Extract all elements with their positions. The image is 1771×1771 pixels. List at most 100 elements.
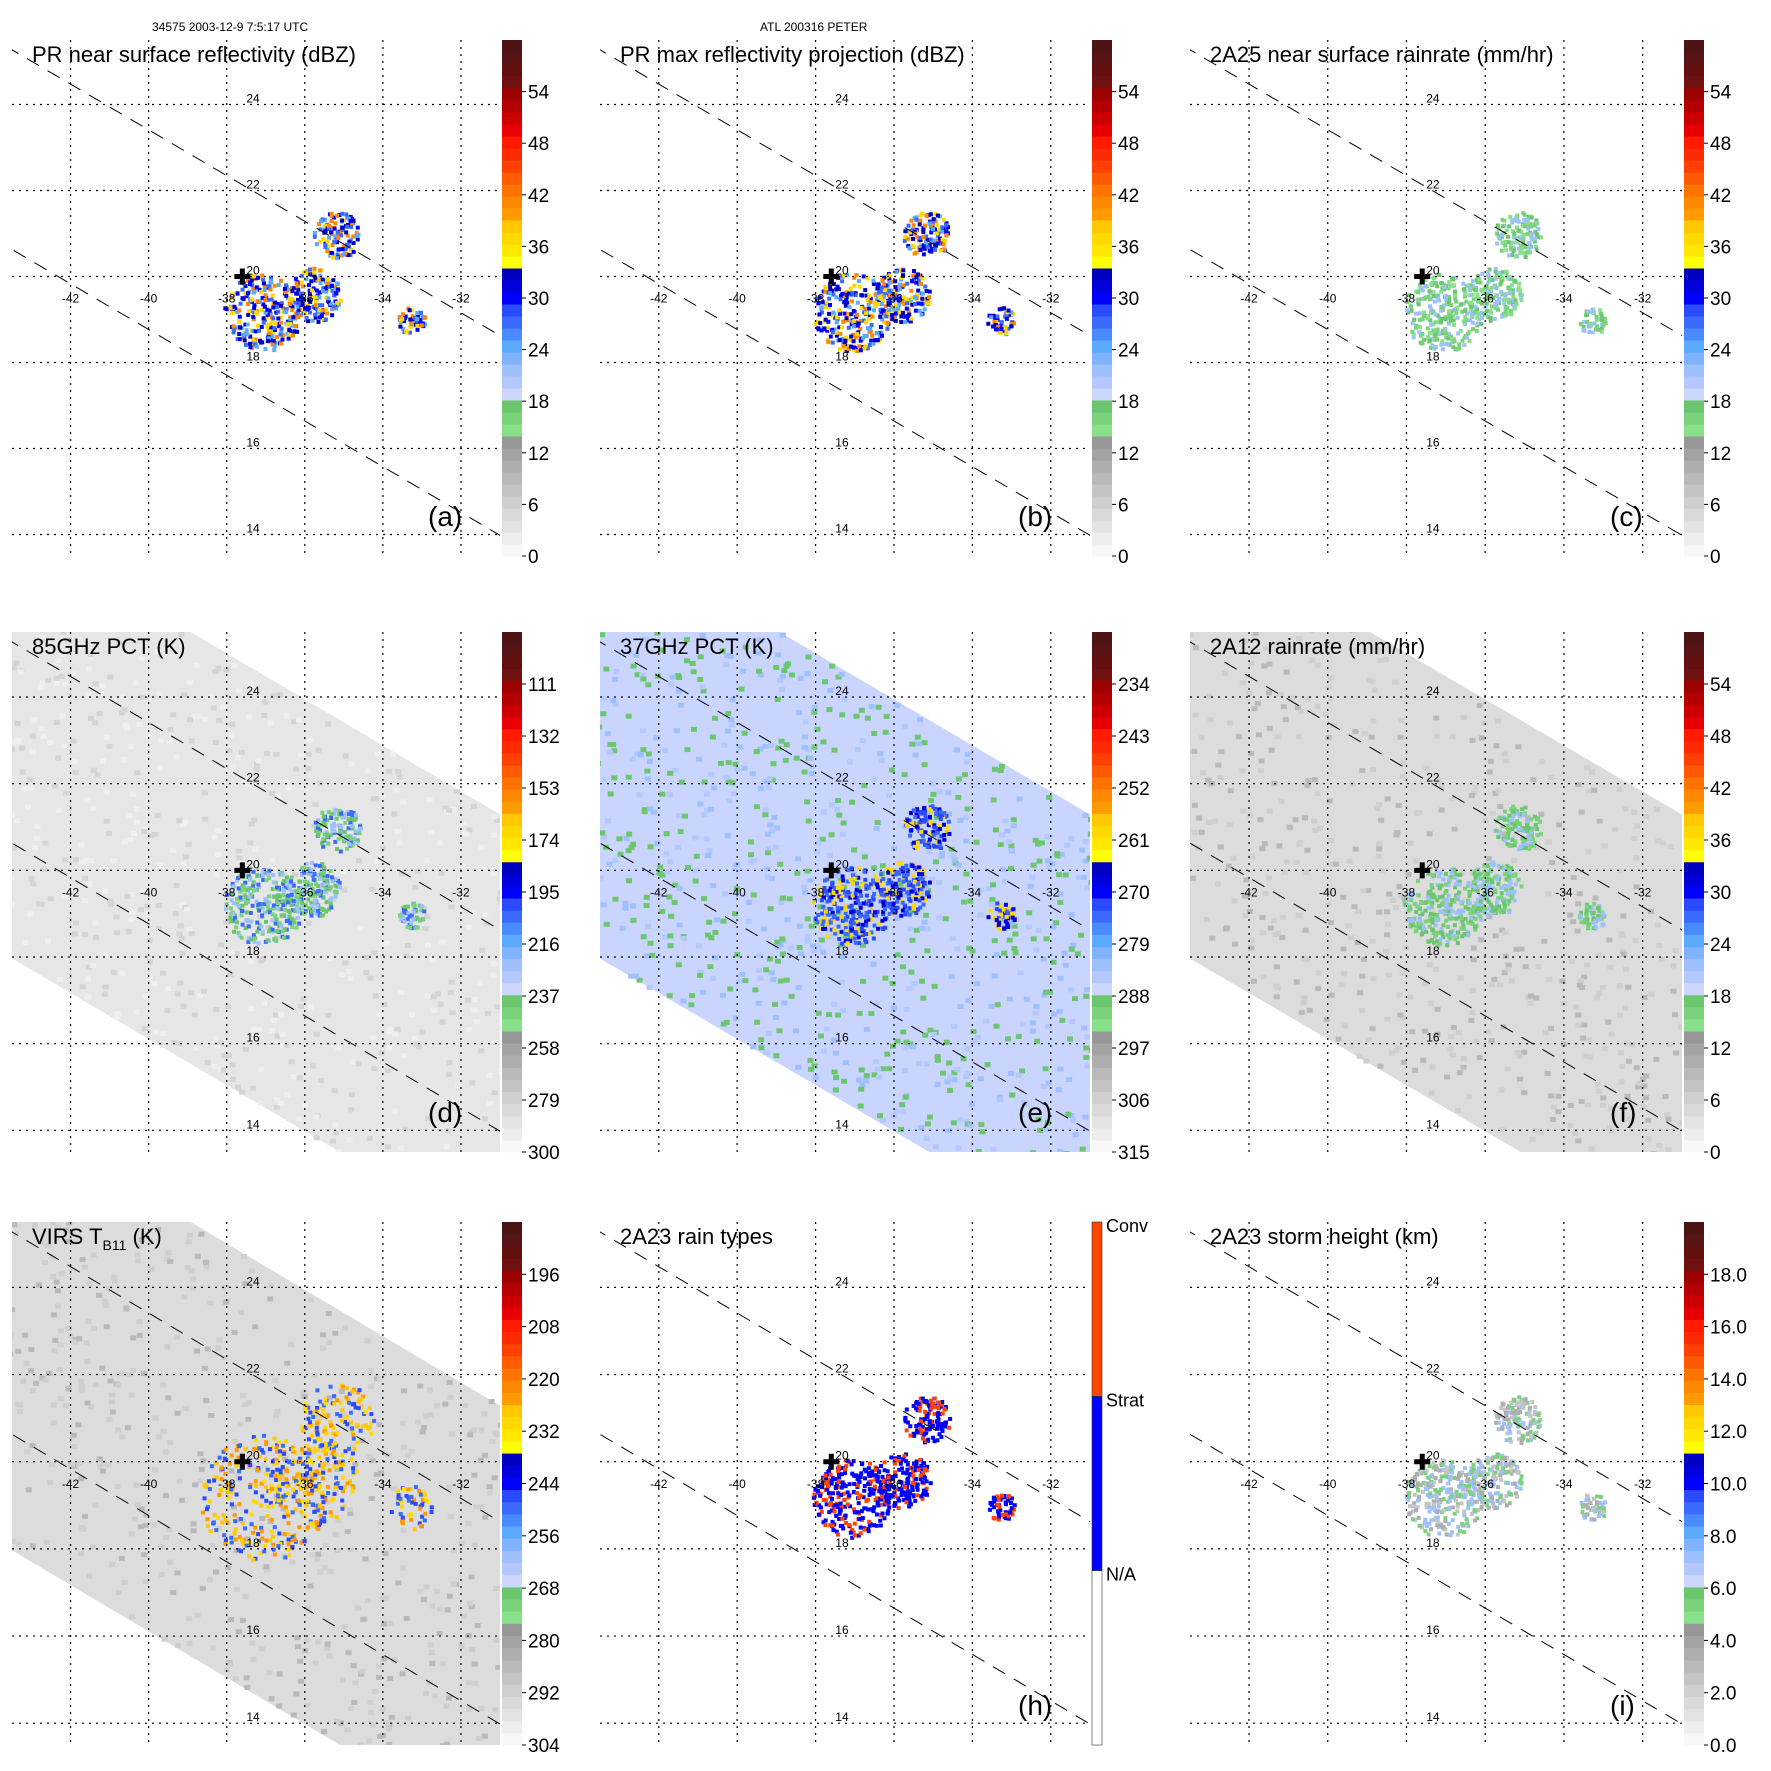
data-cell [1477, 296, 1482, 301]
data-cell [882, 288, 887, 293]
data-cell [1451, 318, 1456, 323]
data-cell [237, 332, 242, 337]
colorbar-segment [1092, 172, 1112, 185]
data-cell [776, 1028, 783, 1034]
data-cell [675, 620, 681, 625]
data-cell [1518, 250, 1523, 255]
data-cell [688, 602, 694, 607]
data-cell [1083, 987, 1090, 993]
data-cell [793, 755, 800, 761]
data-cell [1533, 223, 1538, 228]
data-cell [339, 972, 346, 978]
data-cell [274, 304, 279, 309]
data-cell [714, 917, 721, 923]
data-cell [450, 658, 456, 663]
data-cell [92, 920, 99, 926]
data-cell [418, 310, 423, 315]
data-cell [399, 917, 404, 922]
data-cell [897, 310, 902, 315]
data-cell [1472, 287, 1477, 292]
data-cell [338, 849, 343, 854]
data-cell [651, 575, 657, 580]
colorbar-segment [502, 801, 522, 814]
data-cell [1534, 218, 1539, 223]
colorbar-segment [502, 40, 522, 53]
data-cell [1201, 1199, 1207, 1204]
colorbar-tick-label: 18 [1710, 392, 1731, 413]
data-cell [387, 1026, 394, 1032]
data-cell [1448, 315, 1453, 320]
data-cell [573, 1183, 579, 1188]
data-cell [1188, 998, 1194, 1003]
data-cell [335, 884, 340, 889]
data-cell [400, 911, 405, 916]
data-cell [1453, 275, 1458, 280]
data-cell [296, 297, 301, 302]
data-cell [1030, 862, 1037, 868]
data-cell [252, 306, 257, 311]
data-cell [930, 219, 935, 224]
data-cell [909, 741, 916, 747]
data-cell [284, 294, 289, 299]
data-cell [590, 527, 596, 532]
data-cell [1480, 271, 1485, 276]
data-cell [630, 917, 637, 923]
data-cell [1177, 967, 1183, 972]
data-cell [248, 958, 255, 964]
data-cell [308, 267, 313, 272]
data-cell [345, 846, 350, 851]
data-cell [891, 289, 896, 294]
data-cell [279, 923, 284, 928]
data-cell [1427, 297, 1432, 302]
data-cell [275, 928, 280, 933]
data-cell [255, 887, 260, 892]
data-cell [957, 1117, 964, 1123]
data-cell [228, 916, 233, 921]
data-cell [542, 548, 548, 553]
data-cell [963, 1118, 970, 1124]
data-cell [306, 866, 311, 871]
data-cell [1136, 1017, 1142, 1022]
data-cell [1257, 1009, 1263, 1014]
data-cell [274, 917, 279, 922]
data-cell [582, 1273, 588, 1278]
data-cell [659, 791, 666, 797]
data-cell [256, 1026, 263, 1032]
data-cell [804, 934, 811, 940]
data-cell [230, 881, 235, 886]
data-cell [697, 969, 704, 975]
data-cell [515, 566, 521, 571]
data-cell [840, 820, 847, 826]
data-cell [247, 681, 254, 687]
data-cell [1195, 1036, 1201, 1041]
data-cell [977, 912, 984, 918]
data-cell [697, 654, 704, 660]
data-cell [1043, 936, 1050, 942]
data-cell [1447, 279, 1452, 284]
data-cell [322, 832, 327, 837]
data-cell [1014, 1167, 1020, 1172]
data-cell [212, 669, 219, 675]
data-cell [919, 978, 926, 984]
data-cell [259, 324, 264, 329]
data-cell [267, 894, 272, 899]
data-cell [1443, 293, 1448, 298]
data-cell [241, 332, 246, 337]
data-cell [826, 305, 831, 310]
data-cell [157, 863, 164, 869]
data-cell [831, 1069, 838, 1075]
data-cell [295, 304, 300, 309]
data-cell [85, 994, 92, 1000]
data-cell [768, 742, 775, 748]
colorbar-segment [1684, 520, 1704, 533]
data-cell [177, 980, 184, 986]
data-cell [1006, 996, 1013, 1002]
colorbar-segment [1684, 412, 1704, 425]
data-cell [292, 329, 297, 334]
colorbar-segment [1092, 244, 1112, 257]
data-cell [750, 1044, 757, 1050]
data-cell [797, 675, 804, 681]
data-cell [532, 824, 538, 829]
data-cell [300, 306, 305, 311]
data-cell [539, 539, 545, 544]
